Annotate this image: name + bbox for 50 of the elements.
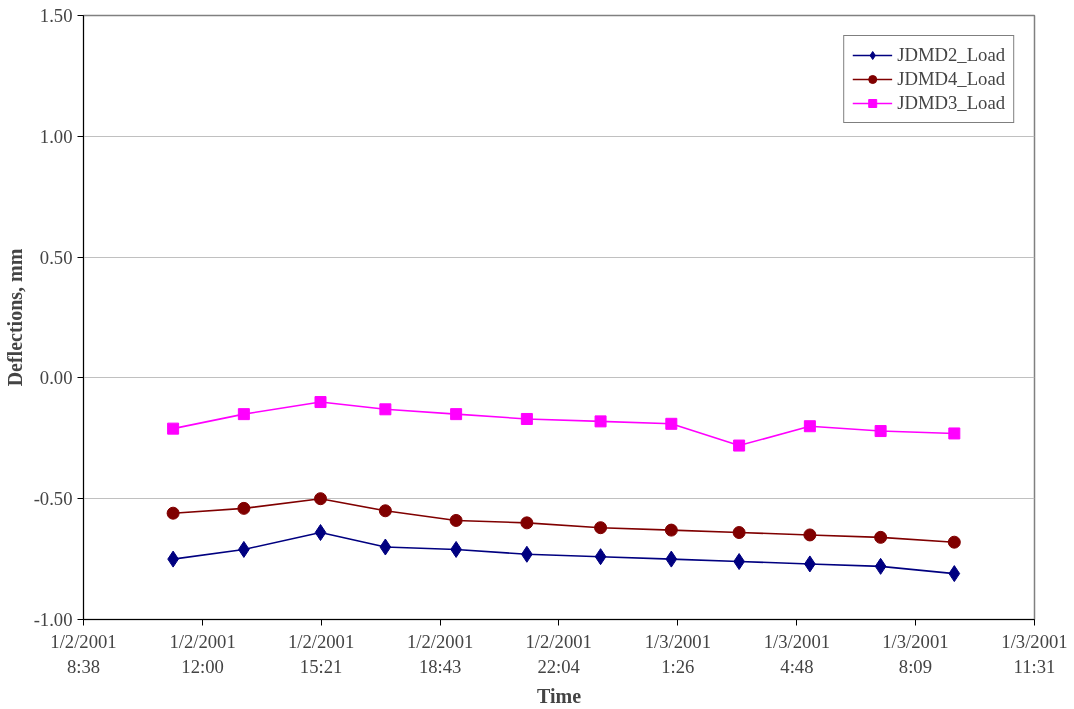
point xyxy=(665,550,678,568)
point xyxy=(594,548,607,566)
y-axis-title: Deflections, mm xyxy=(3,248,26,387)
point xyxy=(803,420,816,433)
point xyxy=(732,526,746,540)
y-tick-label: 0.50 xyxy=(39,246,73,268)
point xyxy=(379,403,392,416)
point xyxy=(379,538,392,556)
point xyxy=(664,523,678,537)
legend-label: JDMD2_Load xyxy=(897,44,1005,66)
point xyxy=(237,408,250,421)
point xyxy=(874,425,887,438)
point xyxy=(803,528,817,542)
point xyxy=(314,492,328,506)
x-tick-label: 1/2/2001 12:00 xyxy=(169,630,236,677)
x-axis-title: Time xyxy=(536,684,582,707)
point xyxy=(948,427,961,440)
x-tick-label: 1/3/2001 11:31 xyxy=(1001,630,1068,677)
y-tick-label: 0.00 xyxy=(39,367,73,389)
x-tick-label: 1/2/2001 8:38 xyxy=(50,630,117,677)
point xyxy=(520,516,534,530)
point xyxy=(450,408,463,421)
y-tick-label: 1.00 xyxy=(39,125,73,147)
point xyxy=(594,521,608,535)
x-tick-label: 1/3/2001 4:48 xyxy=(763,630,831,677)
legend-label: JDMD3_Load xyxy=(897,92,1005,114)
point xyxy=(314,396,327,409)
x-tick-label: 1/2/2001 22:04 xyxy=(525,630,592,677)
x-tick-label: 1/2/2001 18:43 xyxy=(407,630,474,677)
point xyxy=(167,422,180,435)
point xyxy=(520,412,533,425)
point xyxy=(449,513,463,527)
point xyxy=(947,535,961,549)
y-tick-label: -0.50 xyxy=(33,488,73,510)
point xyxy=(874,557,887,575)
point xyxy=(733,439,746,452)
point xyxy=(948,565,961,583)
x-tick-label: 1/2/2001 15:21 xyxy=(287,630,355,677)
legend-label: JDMD4_Load xyxy=(897,68,1005,90)
x-tick-label: 1/3/2001 8:09 xyxy=(882,630,949,677)
point xyxy=(874,530,888,544)
point xyxy=(594,415,607,428)
y-tick-label: -1.00 xyxy=(33,609,73,630)
x-tick-label: 1/3/2001 1:26 xyxy=(644,630,711,677)
point xyxy=(237,501,251,515)
point xyxy=(314,524,327,542)
point xyxy=(665,417,678,430)
y-tick-label: 1.50 xyxy=(39,5,73,26)
point xyxy=(378,504,392,518)
point xyxy=(166,506,180,520)
